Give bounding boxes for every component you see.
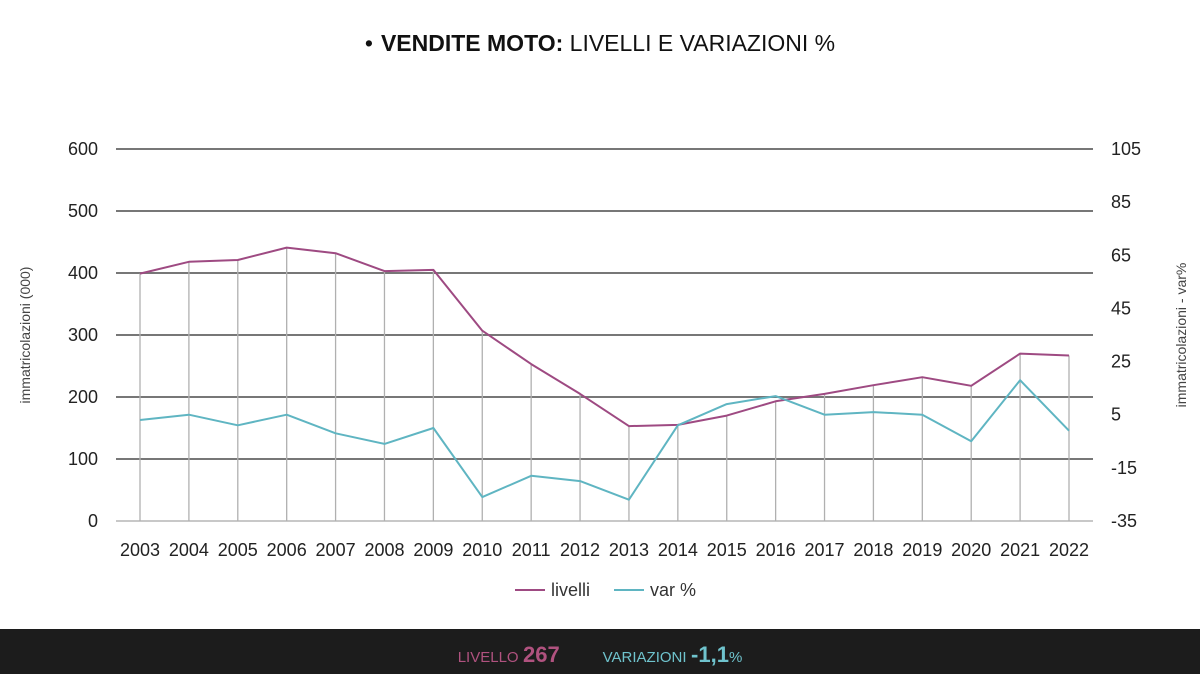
- x-tick-2010: 2010: [462, 540, 502, 560]
- right-tick--35: -35: [1111, 511, 1137, 531]
- right-tick-25: 25: [1111, 352, 1131, 372]
- livello-value: 267: [523, 642, 560, 667]
- x-tick-2009: 2009: [413, 540, 453, 560]
- x-tick-2019: 2019: [902, 540, 942, 560]
- x-tick-2007: 2007: [316, 540, 356, 560]
- left-tick-500: 500: [68, 201, 98, 221]
- dual-axis-line-chart: 0 100 200 300 400 500 600 -35 -15 5 25 45 65 85 105 2…: [17, 139, 1189, 600]
- variazioni-unit: %: [728, 649, 743, 666]
- left-tick-600: 600: [68, 139, 98, 159]
- legend: livelli var %: [515, 580, 696, 600]
- title-bullet: •: [364, 30, 373, 56]
- left-tick-200: 200: [68, 387, 98, 407]
- x-tick-2015: 2015: [707, 540, 747, 560]
- title-rest: LIVELLI E VARIAZIONI %: [569, 30, 836, 56]
- left-tick-400: 400: [68, 263, 98, 283]
- x-axis-ticks: 2003 2004 2005 2006 2007 2008 2009 2010 2011 2012…: [120, 540, 1089, 560]
- category-droplines: [139, 247, 1070, 521]
- x-tick-2008: 2008: [364, 540, 404, 560]
- x-tick-2022: 2022: [1049, 540, 1089, 560]
- summary-footer: LIVELLO 267 VARIAZIONI -1,1%: [0, 629, 1200, 674]
- right-tick--15: -15: [1111, 458, 1137, 478]
- series-lines: [139, 246, 1070, 501]
- x-tick-2011: 2011: [512, 540, 551, 560]
- x-tick-2018: 2018: [853, 540, 893, 560]
- livello-label: LIVELLO: [457, 649, 519, 666]
- x-tick-2004: 2004: [169, 540, 209, 560]
- variazioni-value: -1,1: [691, 642, 729, 667]
- left-axis-label: immatricolazioni (000): [17, 267, 33, 404]
- left-tick-0: 0: [88, 511, 98, 531]
- right-tick-65: 65: [1111, 245, 1131, 265]
- right-tick-105: 105: [1111, 139, 1141, 159]
- left-axis-ticks: 0 100 200 300 400 500 600: [68, 139, 98, 531]
- series-line-1: [139, 379, 1070, 501]
- x-tick-2012: 2012: [560, 540, 600, 560]
- right-tick-5: 5: [1111, 405, 1121, 425]
- x-tick-2006: 2006: [267, 540, 307, 560]
- legend-label-1: var %: [650, 580, 696, 600]
- left-tick-100: 100: [68, 449, 98, 469]
- variazioni-label: VARIAZIONI: [602, 649, 687, 666]
- left-tick-300: 300: [68, 325, 98, 345]
- right-axis-label: immatricolazioni - var%: [1173, 263, 1189, 408]
- x-tick-2014: 2014: [658, 540, 698, 560]
- right-tick-85: 85: [1111, 192, 1131, 212]
- right-tick-45: 45: [1111, 298, 1131, 318]
- gridlines: [116, 148, 1093, 522]
- x-tick-2005: 2005: [218, 540, 258, 560]
- x-tick-2020: 2020: [951, 540, 991, 560]
- x-tick-2021: 2021: [1000, 540, 1040, 560]
- legend-label-0: livelli: [551, 580, 590, 600]
- chart-title: • VENDITE MOTO: LIVELLI E VARIAZIONI %: [0, 30, 1200, 57]
- x-tick-2016: 2016: [756, 540, 796, 560]
- series-line-0: [139, 246, 1070, 428]
- x-tick-2013: 2013: [609, 540, 649, 560]
- title-bold: VENDITE MOTO:: [380, 30, 564, 56]
- x-tick-2017: 2017: [805, 540, 845, 560]
- x-tick-2003: 2003: [120, 540, 160, 560]
- right-axis-ticks: -35 -15 5 25 45 65 85 105: [1111, 139, 1141, 531]
